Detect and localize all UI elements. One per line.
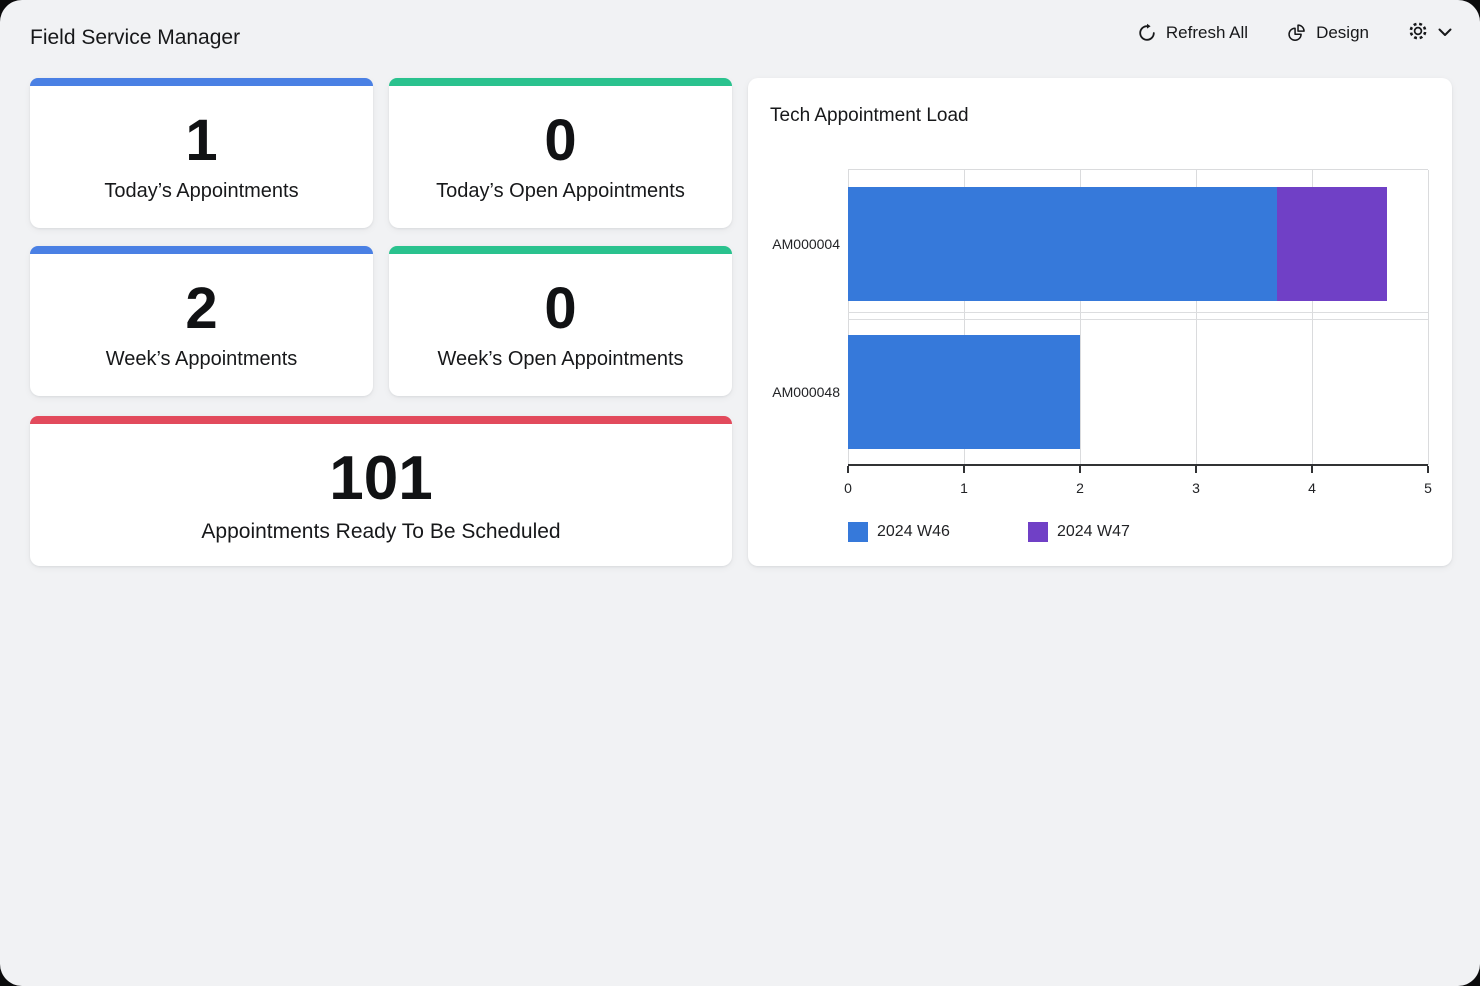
x-tick-label: 0: [844, 480, 852, 496]
page-title: Field Service Manager: [30, 26, 241, 49]
chart-title: Tech Appointment Load: [770, 105, 969, 126]
bar-segment-2024-w46[interactable]: [848, 187, 1278, 301]
gridline: [1312, 170, 1313, 465]
gridline: [1428, 170, 1429, 465]
x-axis-tick: [963, 466, 965, 473]
kpi-label: Today’s Appointments: [104, 179, 299, 202]
x-tick-label: 1: [960, 480, 968, 496]
kpi-card-weeks-appointments[interactable]: 2 Week’s Appointments: [30, 246, 373, 396]
refresh-all-label: Refresh All: [1165, 23, 1249, 42]
bar-chart-plot-area: AM000004 AM000048 0 1 2 3 4 5 2024 W46 2024 W47: [772, 169, 1432, 542]
band-divider: [848, 312, 1428, 313]
pie-chart-icon: [1286, 23, 1307, 44]
kpi-label: Week’s Open Appointments: [437, 347, 684, 370]
x-axis-line: [848, 464, 1428, 466]
kpi-value: 0: [544, 276, 577, 342]
header-actions: Refresh All Design: [1137, 0, 1452, 66]
x-axis-tick: [1311, 466, 1313, 473]
x-tick-label: 4: [1308, 480, 1316, 496]
x-tick-label: 3: [1192, 480, 1200, 496]
gridline: [848, 170, 849, 465]
x-axis-tick: [1195, 466, 1197, 473]
legend-label: 2024 W47: [1056, 523, 1130, 540]
refresh-icon: [1137, 23, 1157, 43]
settings-button[interactable]: [1407, 20, 1452, 47]
gridline: [964, 170, 965, 465]
kpi-card-todays-appointments[interactable]: 1 Today’s Appointments: [30, 78, 373, 228]
design-label: Design: [1316, 23, 1369, 42]
gear-icon: [1407, 20, 1429, 47]
kpi-label: Today’s Open Appointments: [436, 179, 685, 202]
legend-item-2024-w46[interactable]: 2024 W46: [848, 522, 950, 542]
kpi-value: 101: [329, 444, 433, 514]
legend-label: 2024 W46: [877, 523, 950, 540]
design-button[interactable]: Design: [1286, 23, 1369, 44]
header: Field Service Manager Refresh All: [0, 0, 1480, 66]
refresh-all-button[interactable]: Refresh All: [1137, 23, 1248, 43]
kpi-value: 2: [185, 276, 218, 342]
kpi-accent-bar: [30, 416, 732, 424]
chart-card-tech-appointment-load: Tech Appointment Load AM000004 AM000048 0 1…: [748, 78, 1452, 566]
bar-segment-2024-w46[interactable]: [848, 335, 1080, 449]
kpi-accent-bar: [30, 246, 373, 254]
legend-swatch: [848, 522, 868, 542]
kpi-accent-bar: [30, 78, 373, 86]
legend-item-2024-w47[interactable]: 2024 W47: [1027, 522, 1130, 542]
bar-segment-2024-w47[interactable]: [1277, 187, 1388, 301]
x-axis-tick: [1079, 466, 1081, 473]
kpi-card-todays-open-appointments[interactable]: 0 Today’s Open Appointments: [389, 78, 732, 228]
gridline: [1080, 170, 1081, 465]
kpi-accent-bar: [389, 246, 732, 254]
x-axis-tick: [1427, 466, 1429, 473]
gridline: [1196, 170, 1197, 465]
chevron-down-icon: [1438, 24, 1452, 42]
x-axis-tick: [847, 466, 849, 473]
x-tick-label: 5: [1424, 480, 1432, 496]
x-tick-label: 2: [1076, 480, 1084, 496]
chart-legend: 2024 W46 2024 W47: [848, 522, 1130, 542]
kpi-value: 0: [544, 108, 577, 174]
kpi-card-weeks-open-appointments[interactable]: 0 Week’s Open Appointments: [389, 246, 732, 396]
kpi-label: Week’s Appointments: [105, 347, 298, 370]
kpi-accent-bar: [389, 78, 732, 86]
y-category-label: AM000004: [772, 236, 840, 252]
kpi-card-ready-to-be-scheduled[interactable]: 101 Appointments Ready To Be Scheduled: [30, 416, 732, 566]
legend-swatch: [1027, 522, 1048, 542]
kpi-label: Appointments Ready To Be Scheduled: [201, 519, 561, 543]
y-category-label: AM000048: [772, 384, 840, 400]
band-divider: [848, 319, 1428, 320]
kpi-value: 1: [185, 108, 218, 174]
